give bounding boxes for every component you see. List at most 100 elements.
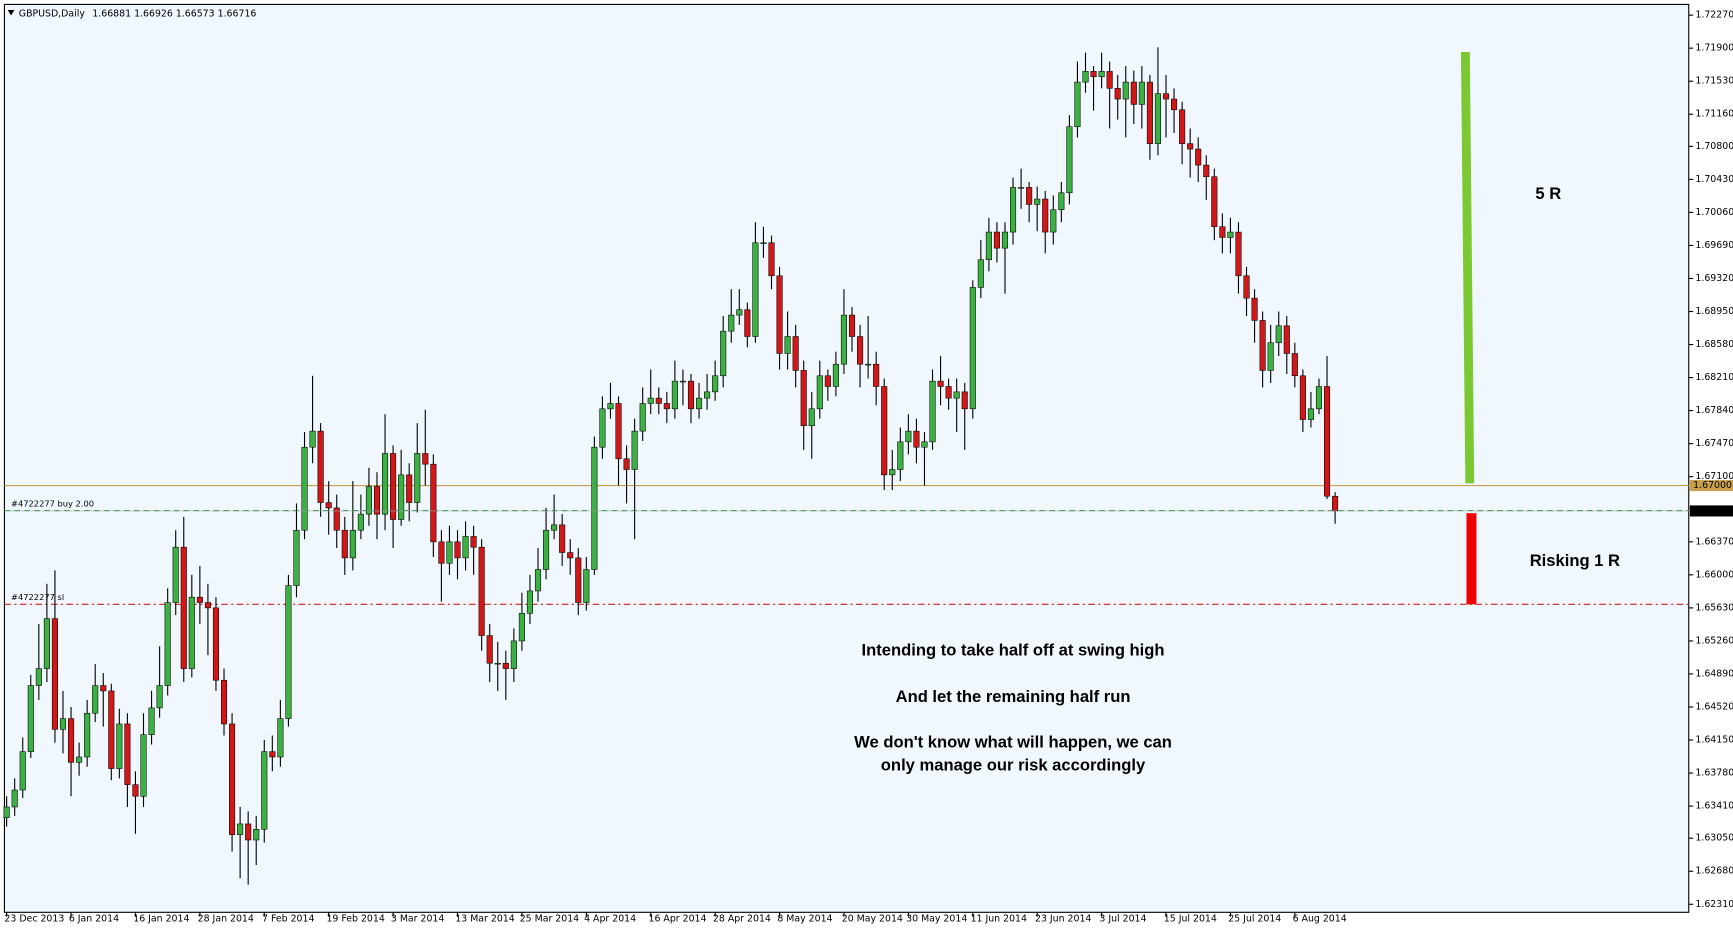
candle-body [551, 524, 558, 531]
candle-body [1187, 143, 1194, 150]
candle-body [752, 242, 759, 337]
x-tick-label: 30 May 2014 [906, 913, 967, 924]
candle-body [11, 789, 18, 808]
candle-body [687, 380, 695, 410]
risk-bar [1466, 513, 1477, 605]
candle-body [784, 336, 791, 354]
y-tick-label: 1.68580 [1695, 339, 1733, 350]
candle-body [3, 806, 10, 818]
candle-body [486, 635, 493, 664]
candle-body [1018, 187, 1025, 189]
x-tick-label: 25 Jul 2014 [1228, 913, 1281, 924]
x-tick-label: 23 Jun 2014 [1035, 913, 1091, 924]
candle-body [526, 590, 534, 614]
candle-body [1154, 93, 1161, 144]
y-tick-label: 1.71900 [1695, 43, 1733, 54]
candle-body [768, 242, 775, 277]
candle-body [631, 430, 638, 470]
candle-body [406, 474, 413, 503]
y-tick-label: 1.65260 [1695, 635, 1733, 646]
current-price-label: 1.66716 [1693, 505, 1732, 516]
candle-body [1074, 81, 1081, 128]
candle-body [27, 685, 34, 752]
order-label: #4722277 sl [11, 592, 64, 602]
y-tick-label: 1.70430 [1695, 174, 1733, 185]
header-high: 1.66926 [134, 8, 173, 19]
candle-body [1138, 81, 1145, 105]
candle-body [398, 474, 405, 520]
candle-body [695, 397, 703, 410]
candle-body [599, 408, 606, 448]
candle-body [1146, 81, 1153, 144]
candle-body [438, 541, 445, 564]
candle-body [1332, 495, 1339, 512]
x-tick-label: 3 Mar 2014 [391, 913, 445, 924]
candle-body [567, 552, 574, 559]
candle-body [1122, 81, 1129, 100]
candle-body [961, 391, 968, 410]
candle-body [728, 314, 735, 332]
x-tick-label: 23 Dec 2013 [4, 913, 64, 924]
candle-body [1211, 176, 1218, 227]
candle-body [1307, 408, 1314, 420]
candle-body [108, 690, 115, 769]
candle-body [712, 375, 719, 393]
candle-body [583, 569, 590, 603]
candle-body [776, 275, 783, 354]
candle-body [1171, 98, 1178, 111]
candle-body [824, 375, 831, 387]
x-tick-label: 8 May 2014 [777, 913, 832, 924]
x-tick-label: 19 Feb 2014 [326, 913, 384, 924]
y-tick-label: 1.65630 [1695, 602, 1733, 613]
x-tick-label: 16 Jan 2014 [133, 913, 189, 924]
candle-body [897, 441, 904, 470]
candle-body [615, 403, 622, 460]
candle-body [51, 618, 58, 730]
candle-body [945, 386, 952, 399]
candle-body [1267, 342, 1274, 371]
candle-body [985, 231, 992, 261]
x-tick-label: 28 Jan 2014 [198, 913, 254, 924]
header-open: 1.66881 [92, 8, 131, 19]
x-tick-label: 13 Mar 2014 [455, 913, 514, 924]
candle-body [390, 453, 397, 520]
candle-body [285, 585, 292, 719]
candle-body [1227, 231, 1234, 238]
candle-body [1243, 275, 1250, 299]
x-tick-label: 25 Mar 2014 [520, 913, 579, 924]
candle-body [59, 718, 67, 730]
candle-body [1082, 71, 1089, 83]
candle-body [349, 529, 356, 559]
candle-body [889, 469, 896, 476]
candle-body [840, 314, 848, 365]
risk-label: Risking 1 R [1530, 551, 1620, 570]
candle-body [1275, 325, 1282, 344]
candle-body [1034, 198, 1041, 205]
candle-body [1315, 386, 1323, 410]
x-tick-label: 16 Apr 2014 [649, 913, 707, 924]
price-label: 1.67000 [1693, 480, 1732, 491]
note-text: And let the remaining half run [896, 687, 1131, 706]
candle-body [277, 718, 284, 758]
candle-body [1130, 81, 1137, 105]
x-tick-label: 20 May 2014 [842, 913, 903, 924]
y-tick-label: 1.63780 [1695, 768, 1733, 779]
x-tick-label: 3 Jul 2014 [1099, 913, 1146, 924]
y-tick-label: 1.72270 [1695, 10, 1733, 21]
y-tick-label: 1.62680 [1695, 866, 1733, 877]
candle-body [953, 391, 960, 399]
plot-area [3, 3, 1690, 913]
candle-body [1106, 71, 1113, 89]
candle-body [373, 486, 381, 515]
candle-body [164, 602, 171, 686]
candle-body [478, 546, 485, 636]
candle-body [1042, 198, 1049, 233]
candle-body [502, 662, 509, 669]
candle-body [494, 662, 501, 665]
y-tick-label: 1.70060 [1695, 207, 1733, 218]
candle-body [865, 363, 872, 366]
x-tick-label: 15 Jul 2014 [1164, 913, 1217, 924]
candle-body [156, 685, 163, 709]
candle-body [140, 734, 147, 797]
